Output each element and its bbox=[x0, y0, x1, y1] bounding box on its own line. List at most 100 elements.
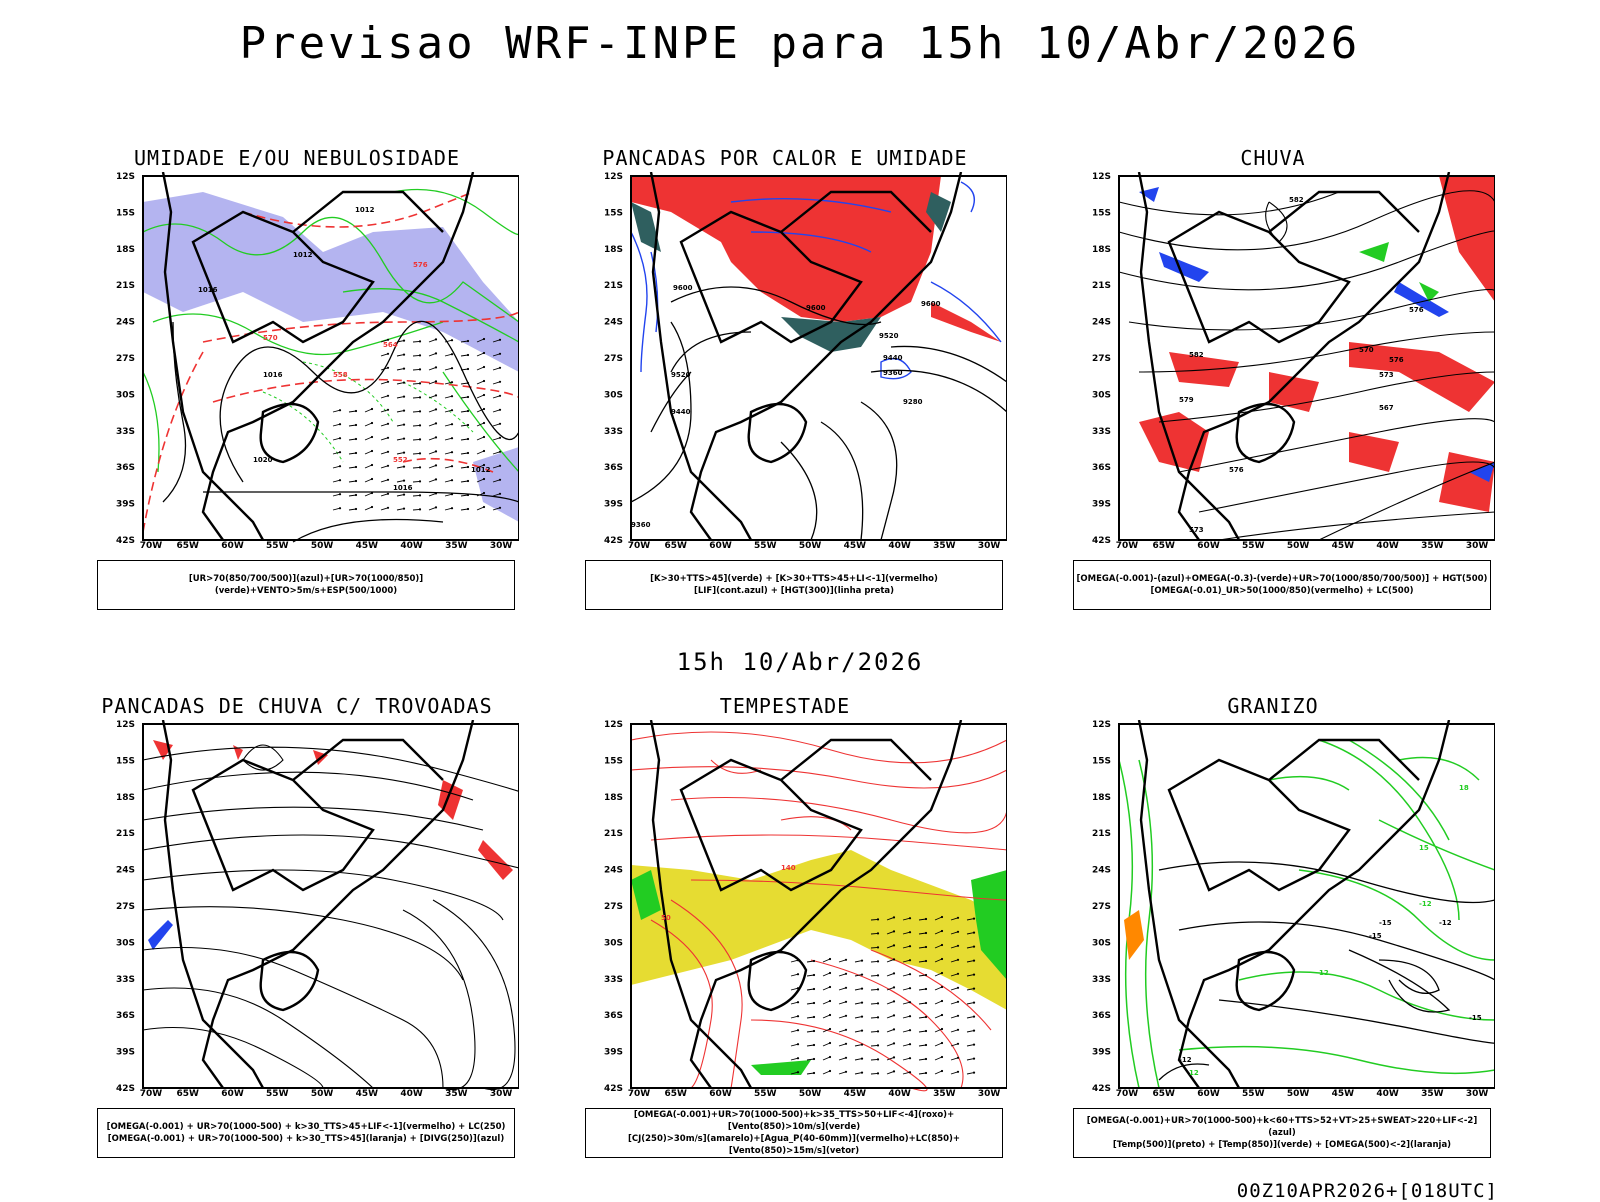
lon-tick-label: 60W bbox=[1197, 1089, 1220, 1096]
wind-arrow-head bbox=[812, 1015, 816, 1019]
wind-arrow-head bbox=[354, 493, 358, 497]
wind-arrow-head bbox=[450, 493, 454, 496]
wind-arrow bbox=[476, 338, 485, 343]
lat-tick-label: 30S bbox=[1092, 390, 1111, 400]
wind-arrow bbox=[444, 339, 453, 343]
wind-arrow bbox=[460, 480, 469, 483]
wind-arrow-head bbox=[940, 1041, 944, 1045]
wind-arrow bbox=[806, 1072, 815, 1075]
wind-arrow-head bbox=[418, 382, 422, 385]
wind-arrow-head bbox=[972, 917, 976, 920]
wind-arrow bbox=[934, 986, 943, 991]
wind-arrow bbox=[492, 381, 501, 385]
wind-arrow-head bbox=[908, 917, 912, 920]
svg-text:50: 50 bbox=[661, 914, 671, 922]
lat-tick-label: 24S bbox=[116, 318, 135, 328]
svg-text:-12: -12 bbox=[1439, 919, 1452, 927]
wind-arrow bbox=[918, 946, 927, 949]
wind-arrow bbox=[412, 452, 421, 455]
wind-arrow-head bbox=[892, 1028, 896, 1031]
lat-tick-label: 24S bbox=[1092, 866, 1111, 876]
wind-arrow bbox=[444, 479, 453, 483]
wind-arrow bbox=[476, 436, 485, 441]
wind-arrow bbox=[790, 1001, 799, 1005]
wind-arrow bbox=[492, 367, 501, 371]
wind-arrow-head bbox=[498, 422, 502, 425]
wind-arrow-head bbox=[812, 987, 816, 991]
wind-arrow bbox=[886, 944, 895, 949]
wind-arrow-head bbox=[482, 491, 486, 495]
wind-arrow-head bbox=[956, 916, 960, 919]
svg-text:1012: 1012 bbox=[293, 251, 313, 259]
lon-tick-label: 50W bbox=[799, 1089, 822, 1096]
wind-arrow bbox=[364, 492, 373, 497]
wind-arrow-head bbox=[450, 507, 454, 510]
wind-arrow-head bbox=[354, 437, 358, 441]
svg-text:1016: 1016 bbox=[393, 484, 413, 492]
wind-arrow bbox=[364, 422, 373, 427]
wind-arrow-head bbox=[386, 450, 390, 453]
wind-arrow-head bbox=[956, 1014, 960, 1017]
wind-arrow-head bbox=[370, 435, 374, 439]
wind-arrow-head bbox=[924, 1029, 928, 1033]
wind-arrow-head bbox=[908, 931, 912, 934]
wind-arrow bbox=[838, 1015, 847, 1019]
wind-arrow-head bbox=[434, 478, 438, 481]
panel-trovoadas: PANCADAS DE CHUVA C/ TROVOADAS 12S 15S 18S… bbox=[52, 694, 542, 1169]
wind-arrow-head bbox=[466, 493, 470, 497]
wind-arrow bbox=[934, 1014, 943, 1019]
lon-tick-label: 60W bbox=[221, 1089, 244, 1096]
wind-arrow-head bbox=[418, 424, 422, 427]
wind-arrow bbox=[460, 382, 469, 385]
lat-tick-label: 12S bbox=[1092, 720, 1111, 730]
svg-text:576: 576 bbox=[1409, 306, 1424, 314]
wind-arrow bbox=[476, 394, 485, 399]
wind-arrow bbox=[838, 1071, 847, 1075]
lat-tick-label: 36S bbox=[604, 463, 623, 473]
lon-tick-label: 60W bbox=[709, 541, 732, 548]
wind-arrow bbox=[950, 917, 959, 921]
wind-arrow bbox=[902, 1001, 911, 1005]
svg-text:582: 582 bbox=[1289, 196, 1304, 204]
wind-arrow bbox=[396, 396, 405, 399]
lon-tick-label: 35W bbox=[445, 1089, 468, 1096]
lat-tick-label: 42S bbox=[116, 1084, 135, 1094]
wind-arrow bbox=[870, 960, 879, 963]
run-timestamp: 00Z10APR2026+[018UTC] bbox=[1236, 1180, 1498, 1202]
wind-arrow bbox=[460, 494, 469, 497]
wind-arrow-head bbox=[450, 381, 454, 384]
wind-arrow bbox=[950, 987, 959, 991]
lon-tick-label: 45W bbox=[356, 541, 379, 548]
wind-arrow-head bbox=[828, 971, 832, 975]
wind-arrow bbox=[396, 438, 405, 441]
wind-arrow-head bbox=[354, 409, 358, 413]
lat-tick-label: 15S bbox=[604, 208, 623, 218]
wind-arrow-head bbox=[812, 959, 816, 963]
wind-arrow bbox=[380, 367, 389, 371]
lon-tick-label: 40W bbox=[888, 541, 911, 548]
wind-arrow bbox=[460, 368, 469, 371]
wind-arrow bbox=[428, 380, 437, 385]
wind-arrow-head bbox=[402, 381, 406, 384]
panel-title: TEMPESTADE bbox=[719, 694, 851, 718]
wind-arrow-head bbox=[796, 1015, 800, 1018]
wind-arrow-head bbox=[450, 465, 454, 468]
wind-arrow bbox=[396, 410, 405, 413]
map-plot: 12S 15S 18S 21S 24S 27S 30S 33S 36S 39S 42S 70W 65W 6… bbox=[1092, 720, 1495, 1096]
wind-arrow bbox=[902, 973, 911, 977]
wind-arrow-head bbox=[418, 340, 422, 343]
wind-arrow bbox=[364, 464, 373, 469]
wind-arrow bbox=[902, 1029, 911, 1033]
wind-arrow bbox=[396, 466, 405, 469]
wind-arrow bbox=[492, 479, 501, 483]
wind-arrow bbox=[396, 452, 405, 455]
panel-legend: [OMEGA(-0.001)-(azul)+OMEGA(-0.3)-(verde… bbox=[1073, 560, 1491, 610]
lat-tick-label: 24S bbox=[604, 866, 623, 876]
wind-arrow bbox=[806, 1044, 815, 1047]
wind-arrow-head bbox=[892, 1014, 896, 1017]
wind-arrow bbox=[412, 382, 421, 385]
lat-tick-label: 30S bbox=[116, 390, 135, 400]
wind-arrow bbox=[886, 972, 895, 977]
wind-arrow-head bbox=[498, 338, 502, 341]
wind-arrow bbox=[412, 340, 421, 343]
